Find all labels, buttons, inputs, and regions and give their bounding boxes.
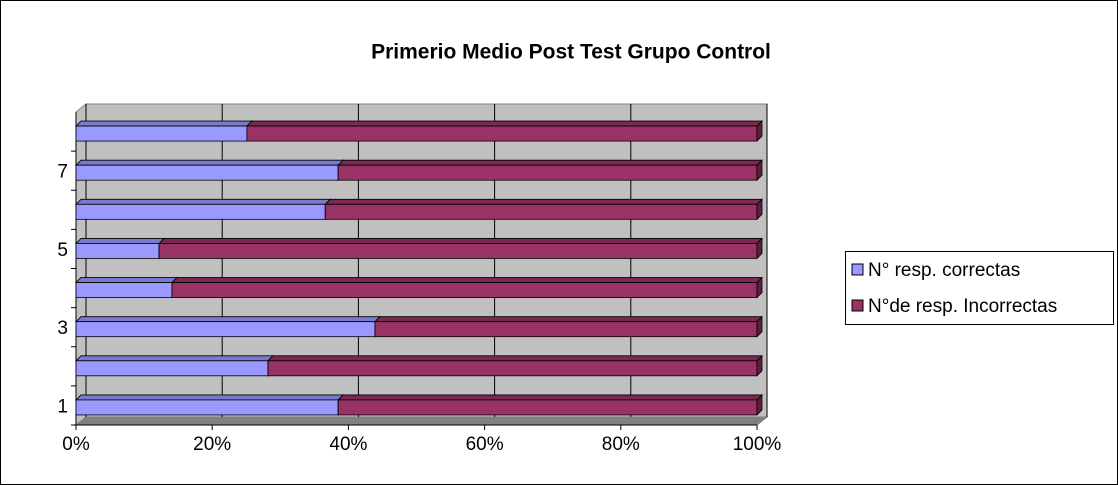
y-tick-label: 5	[57, 240, 68, 261]
legend-swatch	[851, 263, 864, 276]
bar-top	[75, 198, 332, 205]
bar	[158, 243, 758, 259]
bar	[171, 282, 758, 298]
bar-top	[245, 120, 763, 127]
bar-top	[75, 159, 345, 166]
bar-top	[75, 120, 253, 127]
y-tick-label: 1	[57, 396, 68, 417]
bar-side	[756, 237, 763, 260]
bar-side	[756, 315, 763, 338]
bar	[324, 203, 758, 220]
bar	[75, 321, 376, 338]
bar-top	[337, 394, 763, 401]
x-tick-label: 80%	[602, 434, 640, 455]
y-tick-label: 7	[57, 162, 68, 183]
bar	[75, 399, 339, 416]
bar-top	[75, 316, 381, 323]
x-tick-label: 40%	[329, 434, 367, 455]
bar	[374, 321, 758, 338]
bar	[337, 164, 758, 181]
bar-top	[75, 355, 275, 362]
bar	[267, 360, 758, 377]
bar-side	[756, 393, 763, 416]
x-tick-label: 0%	[62, 434, 90, 455]
bar-top	[75, 238, 166, 244]
floor	[74, 416, 769, 426]
bar	[75, 243, 160, 259]
bar-side	[756, 354, 763, 377]
chart-title: Primerio Medio Post Test Grupo Control	[371, 41, 771, 64]
bar-top	[337, 159, 763, 166]
bar	[75, 360, 269, 377]
bar-top	[75, 277, 178, 283]
bar-side	[756, 159, 763, 182]
legend-swatch	[851, 299, 864, 312]
legend-label: N°de resp. Incorrectas	[868, 296, 1057, 317]
y-tick-label: 3	[57, 318, 68, 339]
bar	[75, 203, 326, 220]
legend-label: N° resp. correctas	[868, 260, 1020, 281]
bar-side	[756, 276, 763, 299]
bar	[75, 164, 339, 181]
bar-top	[158, 238, 763, 244]
bar	[75, 282, 173, 298]
x-tick-label: 20%	[193, 434, 231, 455]
side-wall	[75, 102, 87, 427]
bar	[75, 125, 248, 142]
bar-top	[373, 316, 763, 323]
bar-top	[171, 277, 763, 283]
bar	[337, 399, 758, 416]
bar-side	[756, 198, 763, 221]
x-tick-label: 60%	[466, 434, 504, 455]
bar-top	[75, 394, 345, 401]
x-tick-label: 100%	[733, 434, 782, 455]
bar-top	[324, 198, 763, 205]
bar	[246, 125, 758, 142]
legend	[845, 251, 1114, 325]
bar-side	[756, 120, 763, 143]
bar-top	[267, 355, 763, 362]
